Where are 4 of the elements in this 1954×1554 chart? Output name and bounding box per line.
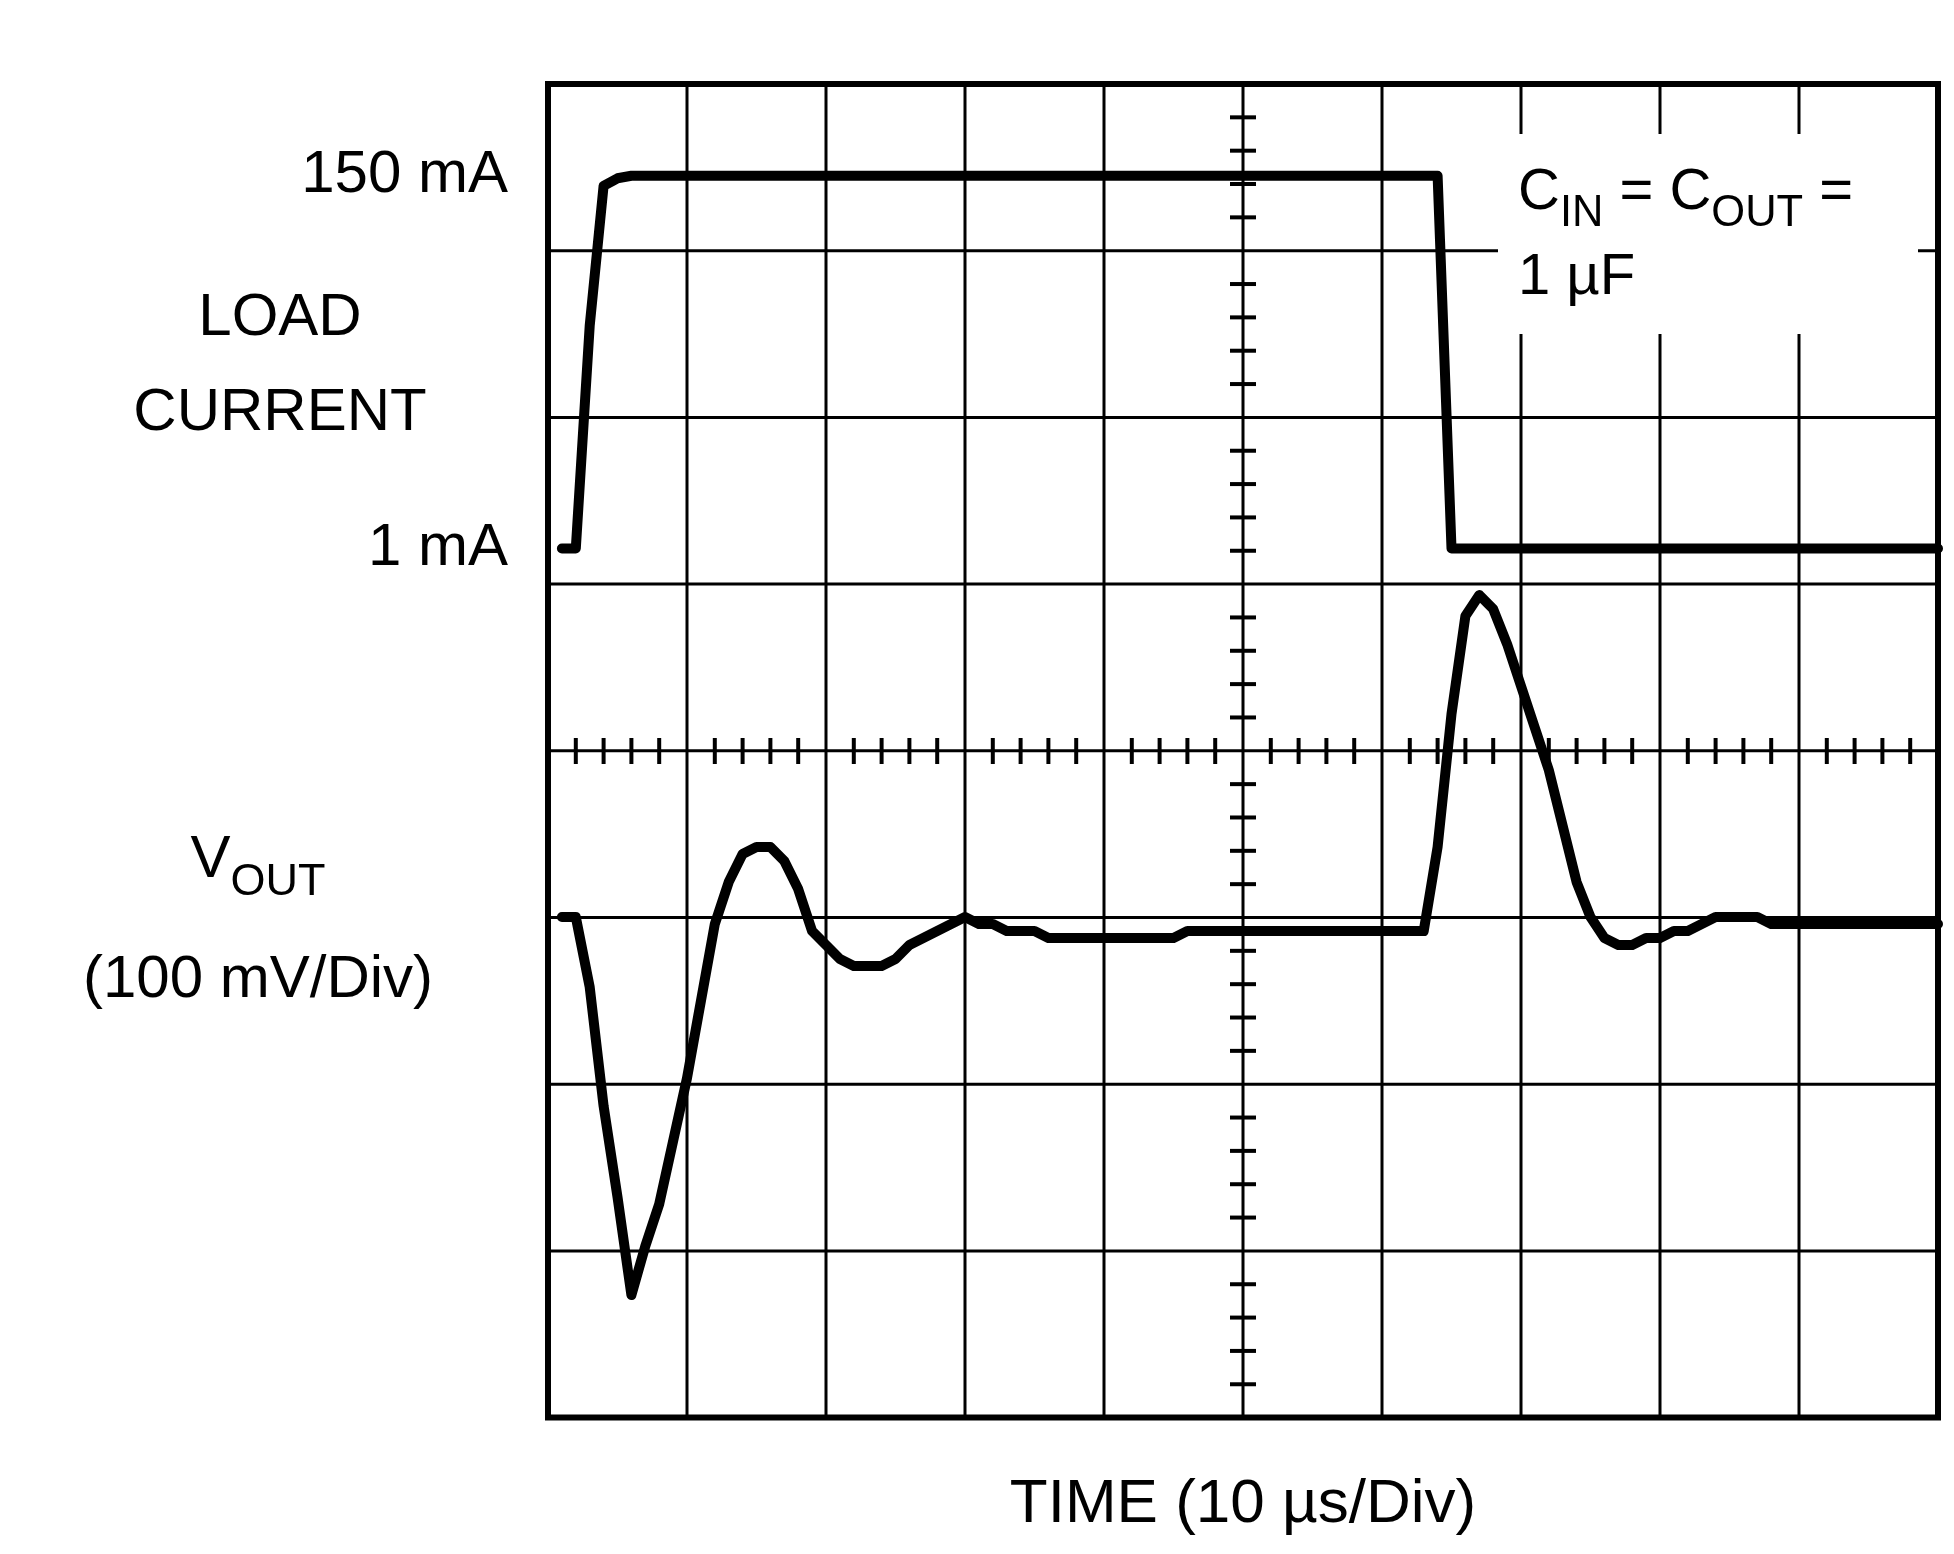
y-tick-label: 1 mA — [367, 511, 508, 579]
x-axis-title: TIME (10 µs/Div) — [1009, 1465, 1477, 1535]
y-tick-label: 150 mA — [301, 138, 508, 206]
y-axis-title: LOAD CURRENT — [133, 280, 427, 443]
